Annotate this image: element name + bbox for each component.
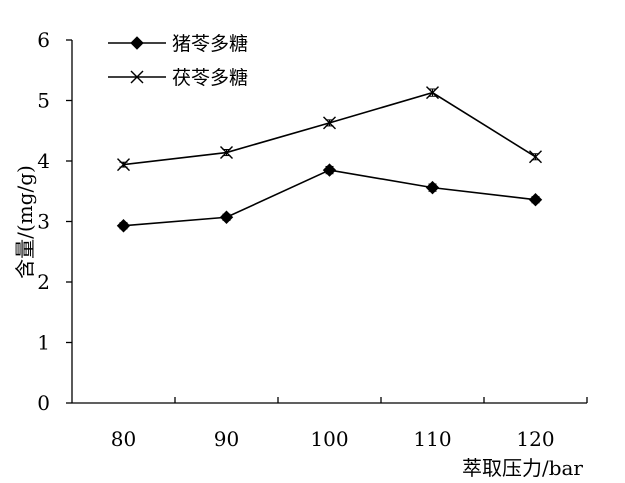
x-tick-label: 90 bbox=[214, 427, 239, 451]
data-point bbox=[426, 86, 439, 100]
data-point bbox=[219, 210, 234, 224]
y-tick-label: 4 bbox=[37, 149, 50, 173]
x-axis-title: 萃取压力/bar bbox=[462, 456, 583, 480]
x-tick-label: 120 bbox=[516, 427, 554, 451]
y-tick-label: 6 bbox=[37, 28, 50, 52]
legend-marker bbox=[130, 70, 144, 84]
axes bbox=[71, 40, 587, 404]
data-point-stroke bbox=[220, 146, 233, 160]
y-tick-label: 1 bbox=[37, 331, 50, 355]
legend-label: 茯苓多糖 bbox=[172, 67, 248, 89]
series-1 bbox=[116, 163, 543, 233]
data-point-stroke bbox=[117, 158, 130, 172]
data-point bbox=[425, 180, 440, 195]
x-tick-label: 100 bbox=[310, 427, 348, 451]
plot-area bbox=[116, 86, 543, 233]
data-point bbox=[323, 116, 336, 130]
series-line bbox=[123, 91, 536, 166]
series-2 bbox=[117, 86, 542, 172]
y-tick-label: 0 bbox=[37, 391, 50, 415]
y-axis-ticks: 0 1 2 3 4 5 6 bbox=[37, 28, 72, 415]
y-tick-label: 5 bbox=[37, 89, 50, 113]
x-axis-ticks: 80 90 100 110 120 bbox=[111, 397, 588, 451]
legend-item: 茯苓多糖 bbox=[108, 67, 248, 89]
y-axis-title: 含量/(mg/g) bbox=[13, 165, 37, 279]
y-tick-label: 3 bbox=[37, 210, 50, 234]
data-point-stroke bbox=[529, 150, 542, 164]
data-point bbox=[116, 219, 131, 233]
series-line bbox=[123, 169, 536, 227]
data-point bbox=[117, 158, 130, 172]
legend-label: 猪苓多糖 bbox=[172, 33, 248, 55]
data-point bbox=[528, 193, 543, 207]
legend-marker-stroke bbox=[130, 70, 144, 84]
y-tick-label: 2 bbox=[37, 270, 50, 294]
x-tick-label: 110 bbox=[413, 427, 451, 451]
data-point-stroke bbox=[323, 116, 336, 130]
data-point bbox=[529, 150, 542, 164]
x-tick-label: 80 bbox=[111, 427, 136, 451]
data-point bbox=[322, 163, 337, 177]
legend-marker bbox=[130, 36, 144, 50]
data-point-stroke bbox=[426, 86, 439, 100]
legend-item: 猪苓多糖 bbox=[108, 33, 248, 55]
data-point bbox=[220, 146, 233, 160]
